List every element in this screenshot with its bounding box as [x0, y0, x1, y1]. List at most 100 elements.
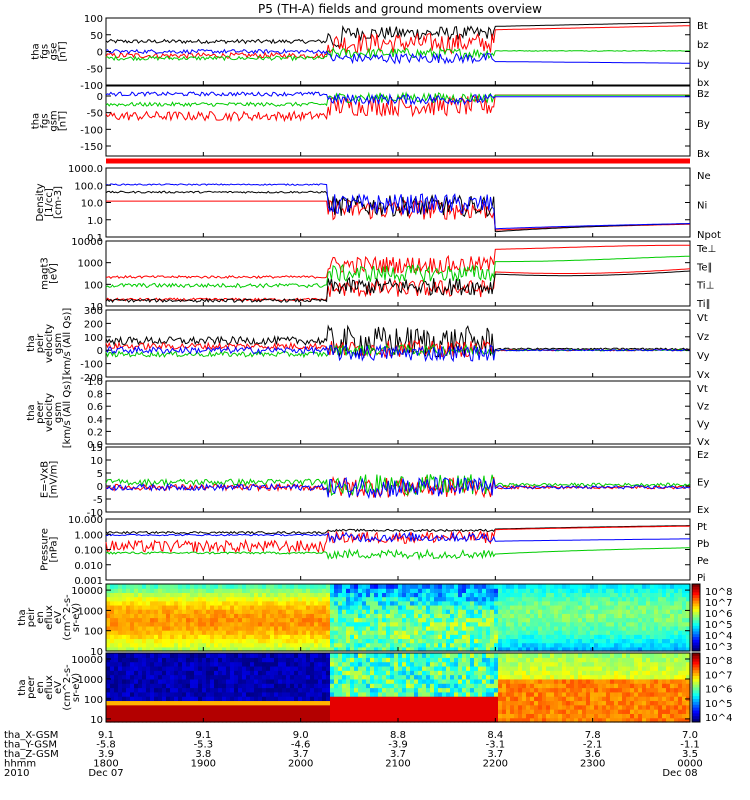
- heatmap-cell: [394, 588, 399, 593]
- heatmap-cell: [562, 678, 567, 684]
- heatmap-cell: [310, 704, 315, 710]
- heatmap-cell: [330, 638, 335, 644]
- heatmap-cell: [170, 630, 175, 635]
- heatmap-cell: [498, 617, 503, 623]
- heatmap-cell: [130, 700, 135, 706]
- heatmap-cell: [386, 592, 391, 598]
- heatmap-cell: [442, 670, 447, 676]
- heatmap-cell: [266, 683, 271, 689]
- heatmap-cell: [342, 634, 347, 640]
- heatmap-cell: [290, 670, 295, 676]
- heatmap-cell: [374, 683, 379, 689]
- heatmap-cell: [650, 646, 655, 652]
- heatmap-cell: [158, 661, 163, 667]
- heatmap-cell: [302, 638, 307, 644]
- heatmap-cell: [302, 691, 307, 697]
- heatmap-cell: [186, 687, 191, 693]
- heatmap-cell: [378, 630, 383, 635]
- legend-entry: Ey: [697, 478, 709, 489]
- legend-entry: Npot: [697, 230, 721, 241]
- y-tick-label: 300: [84, 306, 103, 317]
- heatmap-cell: [562, 700, 567, 706]
- heatmap-cell: [358, 588, 363, 593]
- heatmap-cell: [230, 609, 235, 614]
- heatmap-cell: [458, 653, 463, 658]
- heatmap-cell: [350, 704, 355, 710]
- heatmap-cell: [302, 642, 307, 648]
- heatmap-cell: [110, 709, 115, 714]
- heatmap-cell: [298, 600, 303, 606]
- heatmap-cell: [562, 665, 567, 671]
- heatmap-cell: [570, 657, 575, 663]
- heatmap-cell: [430, 621, 435, 627]
- heatmap-cell: [106, 713, 111, 719]
- heatmap-cell: [210, 678, 215, 684]
- heatmap-cell: [638, 642, 643, 648]
- heatmap-cell: [466, 670, 471, 676]
- heatmap-cell: [342, 600, 347, 606]
- heatmap-cell: [210, 700, 215, 706]
- series-line-fgs-gse-3: [105, 48, 690, 65]
- heatmap-cell: [462, 638, 467, 644]
- heatmap-cell: [398, 600, 403, 606]
- heatmap-cell: [190, 638, 195, 644]
- heatmap-cell: [222, 683, 227, 689]
- heatmap-cell: [558, 704, 563, 710]
- heatmap-cell: [150, 678, 155, 684]
- heatmap-cell: [146, 630, 151, 635]
- heatmap-cell: [658, 613, 663, 619]
- heatmap-cell: [682, 653, 687, 658]
- heatmap-cell: [226, 709, 231, 714]
- heatmap-cell: [394, 691, 399, 697]
- heatmap-cell: [574, 661, 579, 667]
- heatmap-cell: [626, 713, 631, 719]
- heatmap-cell: [198, 683, 203, 689]
- y-tick-label: 100: [84, 333, 103, 344]
- heatmap-cell: [334, 642, 339, 648]
- heatmap-cell: [558, 621, 563, 627]
- heatmap-cell: [382, 638, 387, 644]
- heatmap-cell: [302, 625, 307, 631]
- heatmap-cell: [538, 704, 543, 710]
- heatmap-cell: [390, 678, 395, 684]
- heatmap-cell: [450, 696, 455, 702]
- heatmap-cell: [234, 592, 239, 598]
- heatmap-cell: [462, 691, 467, 697]
- heatmap-cell: [222, 717, 227, 723]
- heatmap-cell: [454, 696, 459, 702]
- heatmap-cell: [138, 630, 143, 635]
- heatmap-cell: [302, 678, 307, 684]
- heatmap-cell: [438, 674, 443, 680]
- heatmap-cell: [510, 687, 515, 693]
- heatmap-cell: [390, 696, 395, 702]
- heatmap-cell: [362, 600, 367, 606]
- heatmap-cell: [154, 609, 159, 614]
- heatmap-cell: [394, 665, 399, 671]
- heatmap-cell: [242, 700, 247, 706]
- heatmap-cell: [654, 642, 659, 648]
- heatmap-cell: [310, 613, 315, 619]
- heatmap-cell: [430, 638, 435, 644]
- heatmap-cell: [258, 653, 263, 658]
- heatmap-cell: [354, 683, 359, 689]
- heatmap-cell: [350, 691, 355, 697]
- colorbar-segment: [692, 592, 700, 596]
- heatmap-cell: [578, 691, 583, 697]
- heatmap-cell: [122, 674, 127, 680]
- heatmap-cell: [438, 630, 443, 635]
- heatmap-cell: [178, 630, 183, 635]
- heatmap-cell: [262, 700, 267, 706]
- heatmap-cell: [506, 617, 511, 623]
- heatmap-cell: [390, 625, 395, 631]
- heatmap-cell: [142, 653, 147, 658]
- heatmap-cell: [302, 584, 307, 589]
- heatmap-cell: [674, 630, 679, 635]
- y-tick-label: 10.0: [81, 199, 103, 210]
- heatmap-cell: [562, 687, 567, 693]
- heatmap-cell: [450, 600, 455, 606]
- heatmap-cell: [394, 600, 399, 606]
- heatmap-cell: [650, 713, 655, 719]
- heatmap-cell: [386, 713, 391, 719]
- heatmap-cell: [450, 709, 455, 714]
- heatmap-cell: [282, 621, 287, 627]
